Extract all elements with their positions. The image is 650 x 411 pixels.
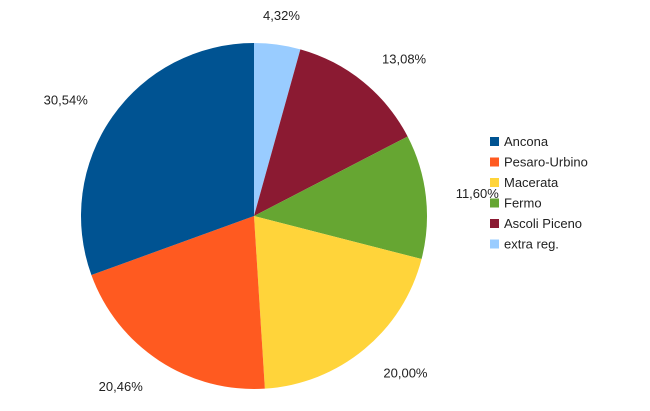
pie-slice-ancona: [81, 43, 254, 276]
pie-slice-pesaro-urbino: [91, 216, 265, 389]
legend-label-ancona: Ancona: [504, 134, 549, 149]
legend-swatch-fermo: [490, 198, 499, 208]
legend: Ancona Pesaro-Urbino Macerata Fermo Ascoli P…: [490, 134, 588, 252]
pie-label-macerata: 20,00%: [383, 365, 428, 380]
legend-swatch-pesaro-urbino: [490, 157, 499, 167]
legend-swatch-ancona: [490, 137, 499, 146]
legend-label-pesaro-urbino: Pesaro-Urbino: [504, 155, 588, 170]
legend-label-extra-reg-: extra reg.: [504, 237, 559, 252]
legend-swatch-ascoli-piceno: [490, 219, 499, 228]
pie-slice-extra-reg-: [254, 43, 301, 216]
pie-slice-fermo: [254, 136, 427, 260]
pie-labels: 4,32% 13,08% 11,60% 20,00% 20,46% 30,54%: [44, 8, 500, 394]
pie-label-ascoli-piceno: 13,08%: [382, 51, 427, 66]
legend-label-ascoli-piceno: Ascoli Piceno: [504, 216, 582, 231]
pie-label-extra-reg-: 4,32%: [263, 8, 300, 23]
pie-slice-macerata: [254, 216, 422, 389]
legend-swatch-macerata: [490, 178, 499, 187]
pie-label-fermo: 11,60%: [456, 186, 500, 201]
legend-label-macerata: Macerata: [504, 175, 559, 190]
legend-swatch-extra-reg-: [490, 239, 499, 249]
pie-label-pesaro-urbino: 20,46%: [99, 379, 144, 394]
pie-label-ancona: 30,54%: [44, 92, 89, 107]
legend-label-fermo: Fermo: [504, 196, 542, 211]
pie-slice-ascoli-piceno: [254, 49, 408, 217]
pie-slices: [81, 43, 427, 389]
